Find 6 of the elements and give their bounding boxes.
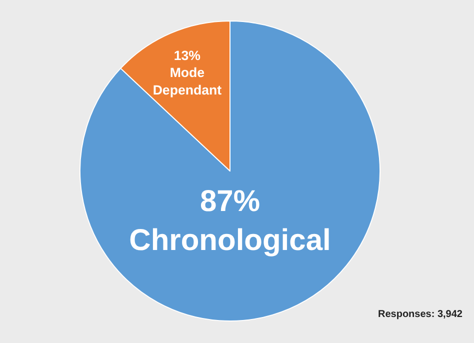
slice-label: Mode Dependant (152, 65, 222, 98)
text: Responses: 3,942 (378, 309, 463, 320)
data-label: 13% (174, 48, 201, 63)
pie-slice (80, 20, 380, 322)
slice-label: Chronological (129, 224, 331, 258)
data-label: 87% (200, 185, 260, 218)
